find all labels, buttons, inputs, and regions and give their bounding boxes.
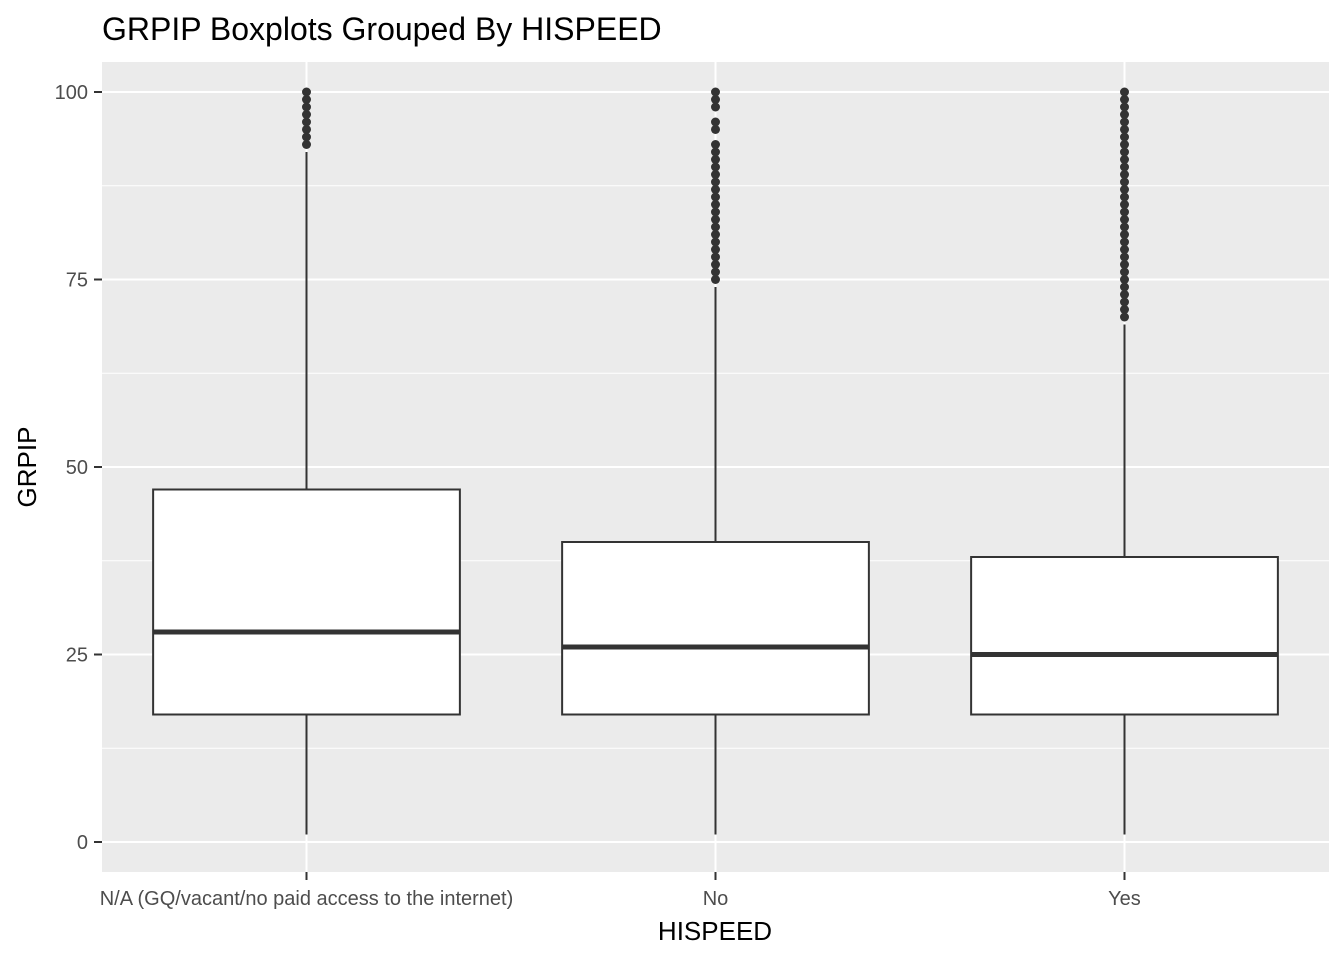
x-axis-label: HISPEED <box>658 916 772 946</box>
outlier-point <box>1120 177 1129 187</box>
outlier-point <box>1120 290 1129 299</box>
outlier-point <box>1120 297 1129 307</box>
outlier-point <box>1120 117 1129 127</box>
outlier-point <box>1120 87 1129 97</box>
outlier-point <box>1120 312 1129 322</box>
outlier-point <box>1120 162 1129 172</box>
outlier-point <box>1120 222 1129 232</box>
outlier-point <box>302 110 311 119</box>
y-tick-label: 0 <box>77 832 88 854</box>
outlier-point <box>1120 110 1129 119</box>
outlier-point <box>711 215 720 224</box>
outlier-point <box>711 140 720 149</box>
outlier-point <box>1120 282 1129 292</box>
outlier-point <box>1120 192 1129 202</box>
outlier-point <box>1120 267 1129 277</box>
outlier-point <box>711 87 720 97</box>
outlier-point <box>711 245 720 254</box>
iqr-box <box>152 488 461 716</box>
y-tick-label: 25 <box>66 645 88 667</box>
outlier-point <box>711 170 720 179</box>
outlier-point <box>1120 215 1129 224</box>
outlier-point <box>1120 260 1129 269</box>
y-tick-label: 75 <box>66 270 88 292</box>
y-axis-label: GRPIP <box>12 427 42 508</box>
box-group <box>970 87 1279 835</box>
outlier-point <box>1120 275 1129 284</box>
outlier-point <box>711 177 720 187</box>
outlier-point <box>302 117 311 127</box>
outlier-point <box>711 162 720 172</box>
outlier-point <box>1120 185 1129 194</box>
outlier-point <box>1120 200 1129 209</box>
outlier-point <box>302 87 311 97</box>
boxes-layer <box>152 87 1279 835</box>
y-tick-label: 50 <box>66 457 88 479</box>
outlier-point <box>1120 147 1129 157</box>
iqr-box <box>970 556 1279 716</box>
outlier-point <box>302 140 311 149</box>
chart-title: GRPIP Boxplots Grouped By HISPEED <box>102 11 662 47</box>
outlier-point <box>1120 95 1129 104</box>
outlier-point <box>1120 140 1129 149</box>
outlier-point <box>711 230 720 239</box>
outlier-point <box>711 102 720 112</box>
outlier-point <box>711 200 720 209</box>
outlier-point <box>1120 102 1129 112</box>
outlier-point <box>1120 305 1129 314</box>
outlier-point <box>711 275 720 284</box>
outlier-point <box>711 260 720 269</box>
outlier-point <box>711 185 720 194</box>
x-tick-label: Yes <box>1108 888 1141 910</box>
outlier-point <box>1120 132 1129 142</box>
x-tick-label: N/A (GQ/vacant/no paid access to the int… <box>100 888 514 910</box>
x-axis: N/A (GQ/vacant/no paid access to the int… <box>100 872 1141 910</box>
outlier-point <box>1120 207 1129 217</box>
outlier-point <box>1120 125 1129 134</box>
outlier-point <box>302 125 311 134</box>
outlier-point <box>1120 155 1129 164</box>
outlier-point <box>1120 237 1129 247</box>
outlier-point <box>711 125 720 134</box>
outlier-point <box>711 207 720 217</box>
outlier-point <box>302 132 311 142</box>
iqr-box <box>561 541 870 716</box>
outlier-point <box>302 102 311 112</box>
outlier-point <box>1120 230 1129 239</box>
outlier-point <box>711 267 720 277</box>
outlier-point <box>1120 170 1129 179</box>
outlier-point <box>711 252 720 262</box>
outlier-point <box>711 95 720 104</box>
x-tick-label: No <box>703 888 729 910</box>
outlier-point <box>711 222 720 232</box>
box-group <box>152 87 461 835</box>
y-axis: 0 25 50 75 100 <box>55 82 102 854</box>
outlier-point <box>1120 245 1129 254</box>
outlier-point <box>711 117 720 127</box>
y-tick-label: 100 <box>55 82 88 104</box>
outlier-point <box>1120 252 1129 262</box>
outlier-point <box>302 95 311 104</box>
outlier-point <box>711 237 720 247</box>
outlier-point <box>711 147 720 157</box>
outlier-point <box>711 155 720 164</box>
outlier-point <box>711 192 720 202</box>
box-group <box>561 87 870 835</box>
